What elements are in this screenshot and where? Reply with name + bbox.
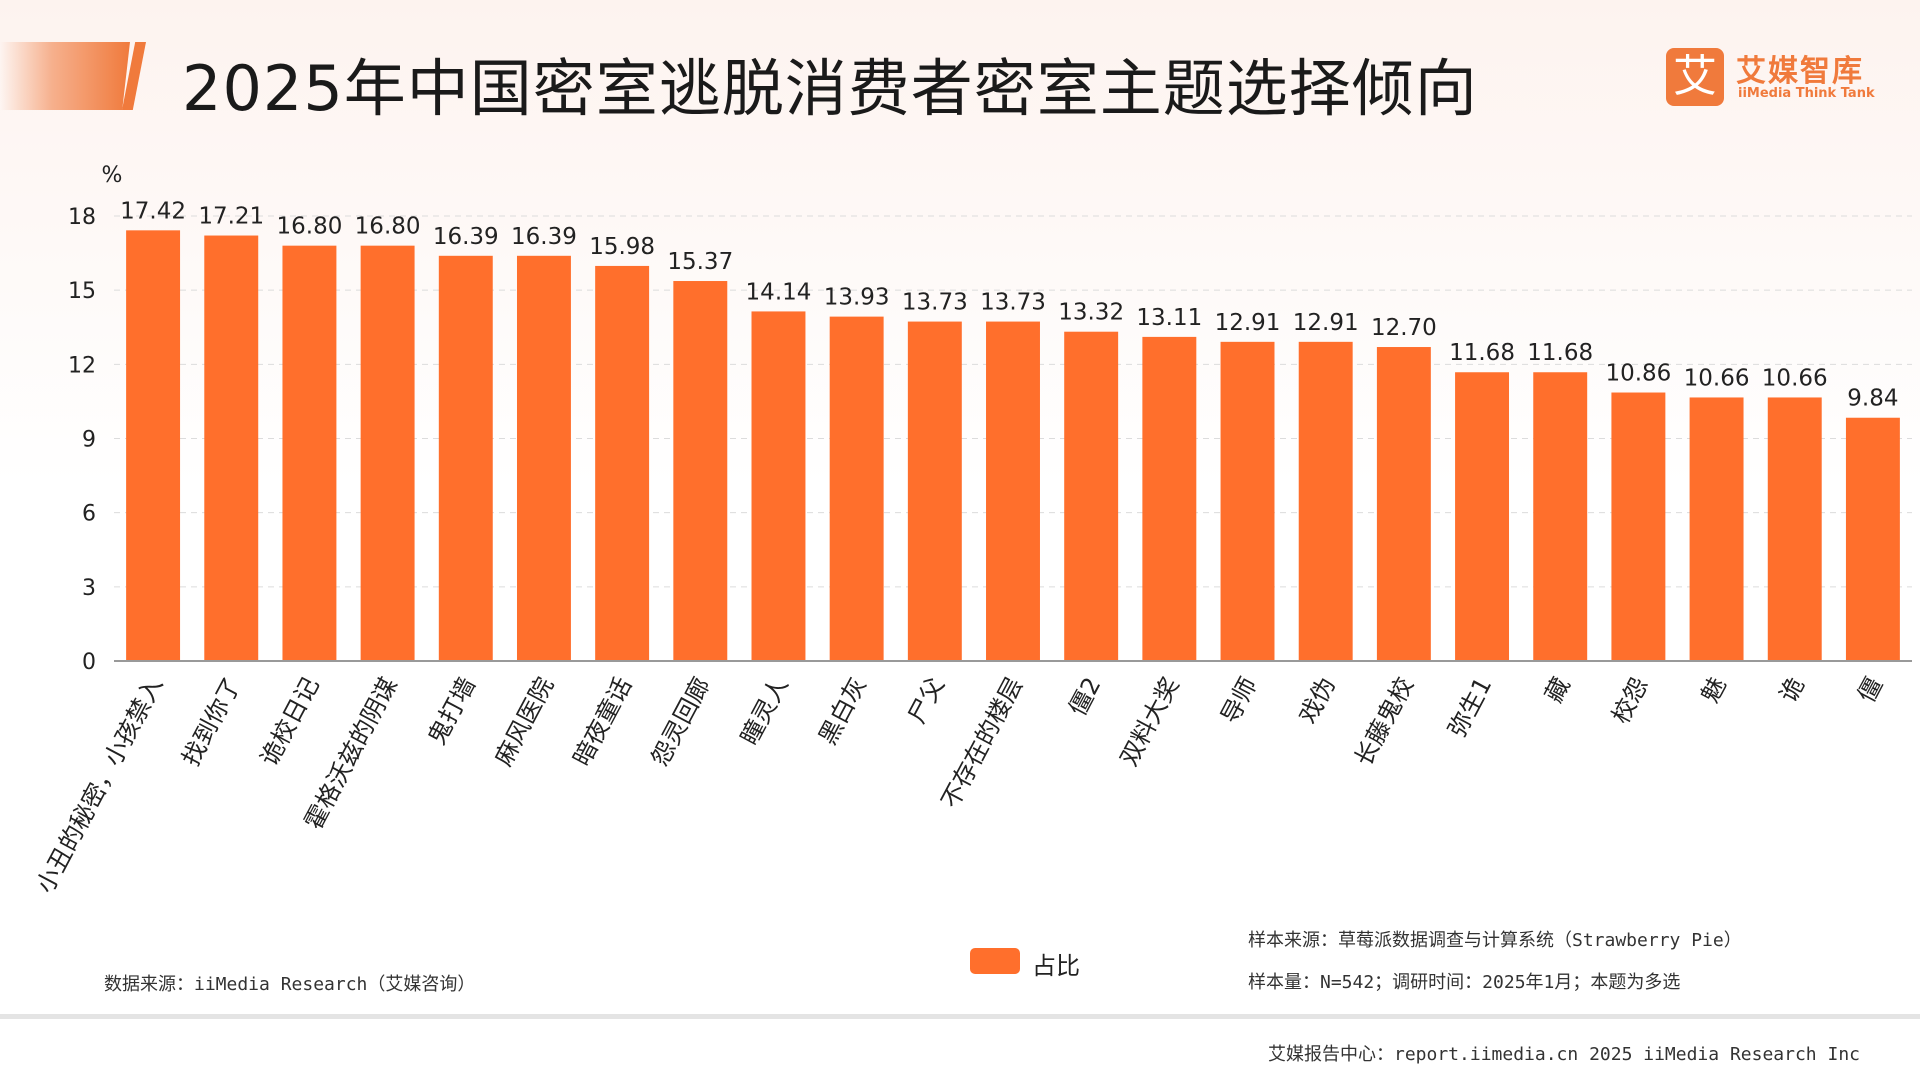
x-tick-label: 双料大奖: [1115, 673, 1185, 771]
x-tick-label: 鬼打墙: [423, 673, 482, 750]
y-tick-label: 9: [82, 428, 96, 453]
x-tick-label: 瞳灵人: [735, 673, 794, 750]
value-label: 16.80: [277, 214, 343, 240]
x-tick-label: 魅: [1696, 673, 1732, 707]
value-label: 11.68: [1449, 340, 1515, 366]
value-label: 13.73: [902, 290, 968, 316]
value-label: 10.66: [1762, 365, 1828, 391]
value-label: 10.66: [1684, 365, 1750, 391]
y-tick-label: 0: [82, 650, 96, 675]
bar: [1064, 331, 1119, 661]
header-decor-stripe: [0, 42, 130, 110]
footer-text: 艾媒报告中心：report.iimedia.cn 2025 iiMedia Re…: [1268, 1044, 1860, 1065]
value-label: 13.32: [1058, 300, 1124, 326]
value-label: 12.91: [1293, 310, 1359, 336]
y-tick-label: 3: [82, 576, 96, 601]
logo-name-en: iiMedia Think Tank: [1738, 86, 1875, 101]
bar: [986, 321, 1040, 661]
value-label: 11.68: [1527, 340, 1593, 366]
value-label: 16.39: [511, 224, 577, 250]
value-label: 9.84: [1847, 386, 1898, 412]
bar: [1142, 336, 1197, 661]
value-label: 14.14: [746, 279, 812, 305]
bar: [907, 321, 962, 661]
bar: [1845, 417, 1900, 661]
bar: [126, 230, 181, 662]
bar: [751, 311, 806, 661]
page-title: 2025年中国密室逃脱消费者密室主题选择倾向: [182, 52, 1478, 125]
bar: [1533, 372, 1588, 661]
x-tick-label: 麻风医院: [489, 673, 559, 771]
logo: 艾 艾媒智库 iiMedia Think Tank: [1666, 46, 1875, 108]
x-tick-label: 不存在的楼层: [936, 673, 1028, 813]
legend-label: 占比: [1032, 952, 1080, 980]
x-tick-label: 暗夜童话: [568, 673, 638, 771]
logo-name-cn: 艾媒智库: [1736, 54, 1864, 89]
y-axis-unit: %: [102, 163, 123, 188]
value-label: 17.21: [198, 204, 264, 230]
value-label: 12.70: [1371, 315, 1437, 341]
value-label: 16.39: [433, 224, 499, 250]
value-label: 17.42: [120, 198, 186, 224]
logo-mark: 艾: [1666, 48, 1724, 106]
bar: [282, 245, 337, 661]
x-tick-label: 导师: [1216, 673, 1263, 729]
value-label: 13.11: [1136, 305, 1202, 331]
bar: [1767, 397, 1822, 661]
sample-size-note: 样本量：N=542；调研时间：2025年1月；本题为多选: [1248, 972, 1681, 993]
y-axis-ticks: 0 3 6 9 12 15 18: [68, 205, 96, 675]
y-tick-label: 15: [68, 279, 96, 304]
value-label: 10.86: [1605, 361, 1671, 387]
bar: [1220, 341, 1275, 661]
x-tick-label: 尸父: [903, 673, 950, 729]
bar: [673, 281, 728, 661]
x-tick-label: 诡校日记: [255, 673, 325, 771]
bar-chart: % 0 3 6 9 12 15 18 17.42 17.21 16.80 16.80 16.39 16…: [31, 163, 1912, 898]
value-label: 13.93: [824, 285, 890, 311]
value-labels: 17.42 17.21 16.80 16.80 16.39 16.39 15.98 15.37…: [120, 198, 1898, 411]
value-label: 15.37: [667, 249, 733, 275]
x-tick-label: 戏伪: [1294, 673, 1341, 729]
x-tick-label: 僵2: [1063, 673, 1106, 721]
bar: [1298, 341, 1353, 661]
bar: [1376, 347, 1431, 661]
bar: [829, 316, 884, 661]
bar: [438, 255, 493, 661]
bar: [516, 255, 571, 661]
y-tick-label: 12: [68, 353, 96, 378]
legend-swatch: [970, 948, 1020, 974]
bar: [1611, 392, 1666, 661]
x-tick-label: 校怨: [1606, 673, 1653, 729]
bar: [360, 245, 415, 661]
bar: [204, 235, 259, 661]
bar: [1455, 372, 1510, 661]
y-tick-label: 18: [68, 205, 96, 230]
bars: [126, 230, 1900, 662]
value-label: 16.80: [355, 214, 421, 240]
x-tick-label: 怨灵回廊: [646, 673, 716, 771]
x-tick-label: 诡: [1774, 673, 1810, 707]
y-tick-label: 6: [82, 502, 96, 527]
value-label: 12.91: [1215, 310, 1281, 336]
x-tick-label: 僵: [1852, 673, 1888, 707]
x-tick-label: 藏: [1540, 673, 1576, 707]
sample-source-note: 样本来源：草莓派数据调查与计算系统（Strawberry Pie）: [1248, 930, 1742, 951]
bar: [595, 265, 650, 661]
footer-divider: [0, 1014, 1920, 1019]
value-label: 15.98: [589, 234, 655, 260]
x-tick-label: 找到你了: [177, 673, 247, 771]
x-tick-label: 黑白灰: [813, 673, 872, 750]
data-source-note: 数据来源：iiMedia Research（艾媒咨询）: [104, 974, 476, 995]
x-tick-label: 小丑的秘密，小孩禁入: [31, 673, 168, 898]
bar: [1689, 397, 1744, 661]
x-tick-label: 弥生1: [1443, 673, 1497, 742]
value-label: 13.73: [980, 290, 1046, 316]
x-tick-label: 长藤鬼校: [1349, 673, 1419, 771]
